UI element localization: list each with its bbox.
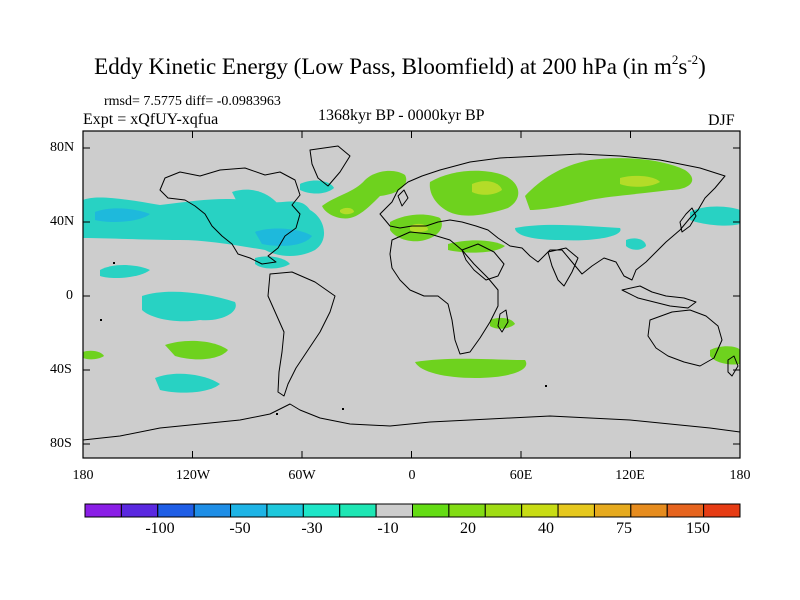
axis-ticks <box>83 131 740 458</box>
coastline-australia <box>647 309 723 367</box>
colorbar-label-40: 40 <box>538 520 554 537</box>
lon-label-60w: 60W <box>288 468 316 483</box>
coastlines <box>83 145 740 441</box>
lon-label-120w: 120W <box>175 468 211 483</box>
positive-region-south-atlantic <box>415 358 527 378</box>
colorbar-swatch <box>666 503 705 518</box>
negative-region-atlantic <box>232 189 278 210</box>
lon-label-180-left: 180 <box>72 468 94 483</box>
island-fiji <box>100 319 102 321</box>
map-title: Eddy Kinetic Energy (Low Pass, Bloomfiel… <box>94 52 706 79</box>
negative-region-west-pacific <box>626 238 646 250</box>
colorbar-label-neg50: -50 <box>229 520 251 537</box>
positive-region-south-pacific <box>165 340 228 360</box>
negative-region-indian-ocean <box>515 224 621 241</box>
colorbar-swatch <box>448 503 486 518</box>
lat-label-40s: 40S <box>50 362 72 377</box>
period-label: 1368kyr BP - 0000kyr BP <box>318 107 485 124</box>
lat-label-80s: 80S <box>50 436 72 451</box>
positive-region-siberia <box>429 170 519 216</box>
colorbar-swatch <box>375 503 413 518</box>
negative-region-south-pacific <box>155 373 220 393</box>
lon-label-0: 0 <box>408 468 416 483</box>
strong-negative-region-north-america <box>255 228 312 246</box>
colorbar-label-neg100: -100 <box>145 520 175 537</box>
colorbar-swatch <box>120 503 159 518</box>
coastline-antarctica <box>83 403 740 441</box>
rmsd-diff-stats: rmsd= 7.5775 diff= -0.0983963 <box>104 94 281 109</box>
colorbar-swatch <box>412 503 450 518</box>
lat-label-0: 0 <box>66 288 73 303</box>
colorbar-swatch <box>266 503 304 518</box>
positive-region-europe <box>322 170 407 219</box>
colorbar-label-150: 150 <box>686 520 710 537</box>
strong-negative-anomaly-regions <box>95 208 312 246</box>
coastline-south-america <box>267 271 336 397</box>
lon-label-120e: 120E <box>615 468 645 483</box>
island-hawaii <box>113 262 115 264</box>
coastline-japan <box>679 207 697 233</box>
colorbar-label-20: 20 <box>460 520 476 537</box>
coastline-greenland <box>309 145 351 187</box>
colorbar-label-neg30: -30 <box>301 520 323 537</box>
map-plot-area <box>83 131 740 458</box>
coastline-british-isles <box>397 189 409 207</box>
colorbar-swatch <box>157 503 195 518</box>
negative-region-east-asia <box>690 206 740 226</box>
coastline-india <box>547 247 579 287</box>
colorbar <box>84 503 741 518</box>
lon-label-180-right: 180 <box>729 468 751 483</box>
coastline-southeast-asia-islands <box>621 285 697 309</box>
colorbar-swatch <box>630 503 668 518</box>
island-falklands <box>276 413 278 415</box>
colorbar-swatch <box>703 503 741 518</box>
strong-positive-region-asia <box>620 175 660 187</box>
coastline-africa <box>389 231 499 355</box>
experiment-label: Expt = xQfUY-xqfua <box>83 111 219 128</box>
colorbar-swatch <box>521 503 559 518</box>
strong-positive-region-siberia <box>472 181 502 195</box>
colorbar-swatch <box>593 503 632 518</box>
positive-region-west-pacific-south <box>83 350 104 360</box>
strong-negative-region-pacific <box>95 208 150 222</box>
coastline-arabia <box>461 243 505 281</box>
colorbar-swatch <box>302 503 341 518</box>
colorbar-swatch <box>84 503 122 518</box>
positive-anomaly-regions <box>83 158 740 378</box>
colorbar-swatch <box>193 503 232 518</box>
positive-region-north-asia <box>525 158 693 210</box>
lon-label-60e: 60E <box>509 468 533 483</box>
negative-region-tropical-pacific <box>142 291 236 322</box>
colorbar-swatch <box>557 503 595 518</box>
positive-region-south-africa <box>490 317 515 329</box>
lat-label-80n: 80N <box>50 140 75 155</box>
coastline-madagascar <box>497 309 509 333</box>
negative-region-central-pacific <box>100 265 150 278</box>
island-south-georgia <box>342 408 344 410</box>
colorbar-swatch <box>484 503 523 518</box>
coastline-new-zealand <box>727 355 739 377</box>
colorbar-swatch <box>230 503 268 518</box>
island-kerguelen <box>545 385 547 387</box>
coastline-north-america <box>159 167 301 265</box>
season-label: DJF <box>708 112 735 129</box>
colorbar-swatch <box>339 503 377 518</box>
lat-label-40n: 40N <box>50 214 75 229</box>
strong-positive-anomaly-regions <box>340 175 660 233</box>
coastline-eurasia <box>379 153 726 281</box>
strong-positive-region-europe <box>340 207 354 215</box>
colorbar-label-neg10: -10 <box>377 520 399 537</box>
island-markers <box>100 262 547 415</box>
colorbar-label-75: 75 <box>616 520 632 537</box>
